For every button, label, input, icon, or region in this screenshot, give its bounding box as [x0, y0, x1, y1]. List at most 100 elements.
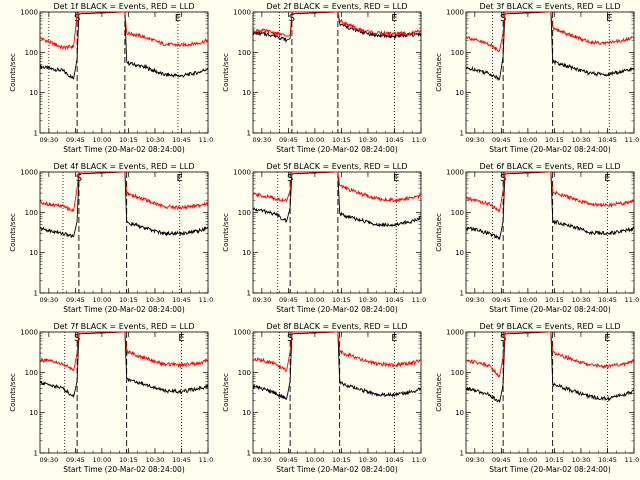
x-tick-label: 09:45 [66, 296, 85, 304]
x-axis-label: Start Time (20-Mar-02 08:24:00) [489, 465, 611, 474]
x-tick-label: 09:45 [492, 456, 511, 464]
lld-series-line [40, 332, 208, 372]
x-tick-label: 10:00 [306, 136, 325, 144]
y-axis-label: Counts/sec [435, 53, 443, 92]
x-tick-label: 09:30 [39, 136, 58, 144]
y-axis-label: Counts/sec [435, 213, 443, 252]
y-tick-label: 1 [460, 290, 464, 298]
x-tick-label: 11:00 [625, 136, 639, 144]
time-marker-label: S [500, 173, 506, 184]
time-marker-label: S [287, 173, 293, 184]
chart-title: Det 1f BLACK = Events, RED = LLD [53, 2, 194, 11]
time-marker-label: S [500, 13, 506, 24]
x-tick-label: 10:15 [545, 296, 564, 304]
time-marker-label: E [606, 13, 612, 24]
y-tick-label: 100 [238, 369, 251, 377]
y-tick-label: 1000 [20, 9, 38, 17]
y-tick-label: 10 [455, 409, 464, 417]
x-tick-label: 10:30 [572, 296, 591, 304]
x-tick-label: 10:15 [332, 296, 351, 304]
detector-chart: Det 6f BLACK = Events, RED = LLD 1 10 100 10… [435, 162, 639, 314]
x-tick-label: 09:30 [465, 296, 484, 304]
y-tick-label: 10 [29, 249, 38, 257]
detector-chart: Det 3f BLACK = Events, RED = LLD 1 10 100 10… [435, 2, 639, 154]
x-tick-label: 09:30 [465, 136, 484, 144]
plot-frame [252, 331, 422, 454]
x-tick-label: 10:45 [598, 456, 617, 464]
time-marker-label: S [500, 333, 506, 344]
x-tick-label: 10:15 [545, 136, 564, 144]
y-tick-label: 1000 [446, 169, 464, 177]
y-tick-label: 100 [238, 49, 251, 57]
lld-series-line [40, 12, 208, 51]
time-marker-label: E [604, 173, 610, 184]
y-tick-label: 1000 [20, 169, 38, 177]
y-tick-label: 1 [460, 450, 464, 458]
x-axis-label: Start Time (20-Mar-02 08:24:00) [276, 305, 398, 314]
x-tick-label: 10:45 [385, 456, 404, 464]
detector-chart: Det 8f BLACK = Events, RED = LLD 1 10 100 10… [222, 322, 426, 474]
y-tick-label: 10 [29, 89, 38, 97]
x-tick-label: 10:30 [359, 296, 378, 304]
x-tick-label: 10:15 [119, 456, 138, 464]
y-axis-label: Counts/sec [9, 53, 17, 92]
x-tick-label: 11:00 [625, 296, 639, 304]
x-tick-label: 11:00 [412, 296, 426, 304]
chart-title: Det 6f BLACK = Events, RED = LLD [479, 162, 620, 171]
x-tick-label: 10:00 [519, 136, 538, 144]
y-tick-label: 100 [451, 49, 464, 57]
x-axis-label: Start Time (20-Mar-02 08:24:00) [489, 145, 611, 154]
time-marker-label: S [74, 13, 80, 24]
y-tick-label: 100 [25, 209, 38, 217]
x-tick-label: 11:00 [412, 136, 426, 144]
x-tick-label: 09:45 [279, 456, 298, 464]
lld-series-line [466, 12, 634, 52]
x-tick-label: 09:30 [465, 456, 484, 464]
time-marker-label: E [178, 333, 184, 344]
lld-series-line [466, 332, 634, 378]
events-series-line [253, 332, 421, 401]
time-marker-label: E [177, 173, 183, 184]
detector-chart: Det 9f BLACK = Events, RED = LLD 1 10 100 10… [435, 322, 639, 474]
time-marker-label: S [74, 333, 80, 344]
lld-series-line [253, 12, 421, 37]
x-tick-label: 11:00 [412, 456, 426, 464]
x-tick-label: 09:30 [39, 296, 58, 304]
x-tick-label: 10:00 [519, 296, 538, 304]
x-tick-label: 09:30 [252, 136, 271, 144]
x-tick-label: 09:45 [66, 136, 85, 144]
x-tick-label: 09:45 [492, 296, 511, 304]
x-tick-label: 10:45 [172, 136, 191, 144]
x-axis-label: Start Time (20-Mar-02 08:24:00) [63, 305, 185, 314]
y-tick-label: 1000 [446, 9, 464, 17]
y-tick-label: 10 [29, 409, 38, 417]
time-marker-label: E [391, 13, 397, 24]
chart-title: Det 8f BLACK = Events, RED = LLD [266, 322, 407, 331]
y-tick-label: 1 [34, 290, 38, 298]
x-tick-label: 10:30 [359, 136, 378, 144]
events-series-line [253, 172, 421, 228]
x-tick-label: 10:45 [385, 136, 404, 144]
y-tick-label: 10 [242, 249, 251, 257]
plot-frame [252, 11, 422, 134]
plot-frame [465, 11, 635, 134]
x-tick-label: 11:00 [625, 456, 639, 464]
y-axis-label: Counts/sec [222, 53, 230, 92]
x-tick-label: 09:30 [252, 296, 271, 304]
detector-chart: Det 2f BLACK = Events, RED = LLD 1 10 100 10… [222, 2, 426, 154]
x-tick-label: 10:00 [306, 456, 325, 464]
lld-series-line [466, 172, 634, 214]
y-axis-label: Counts/sec [9, 373, 17, 412]
y-axis-label: Counts/sec [9, 213, 17, 252]
y-axis-label: Counts/sec [435, 373, 443, 412]
y-tick-label: 10 [455, 249, 464, 257]
y-axis-label: Counts/sec [222, 373, 230, 412]
plot-frame [465, 331, 635, 454]
x-tick-label: 09:45 [66, 456, 85, 464]
x-tick-label: 10:30 [572, 136, 591, 144]
x-tick-label: 10:00 [519, 456, 538, 464]
events-series-line [40, 332, 208, 399]
x-tick-label: 11:00 [199, 136, 213, 144]
y-tick-label: 100 [451, 209, 464, 217]
y-tick-label: 1000 [233, 169, 251, 177]
